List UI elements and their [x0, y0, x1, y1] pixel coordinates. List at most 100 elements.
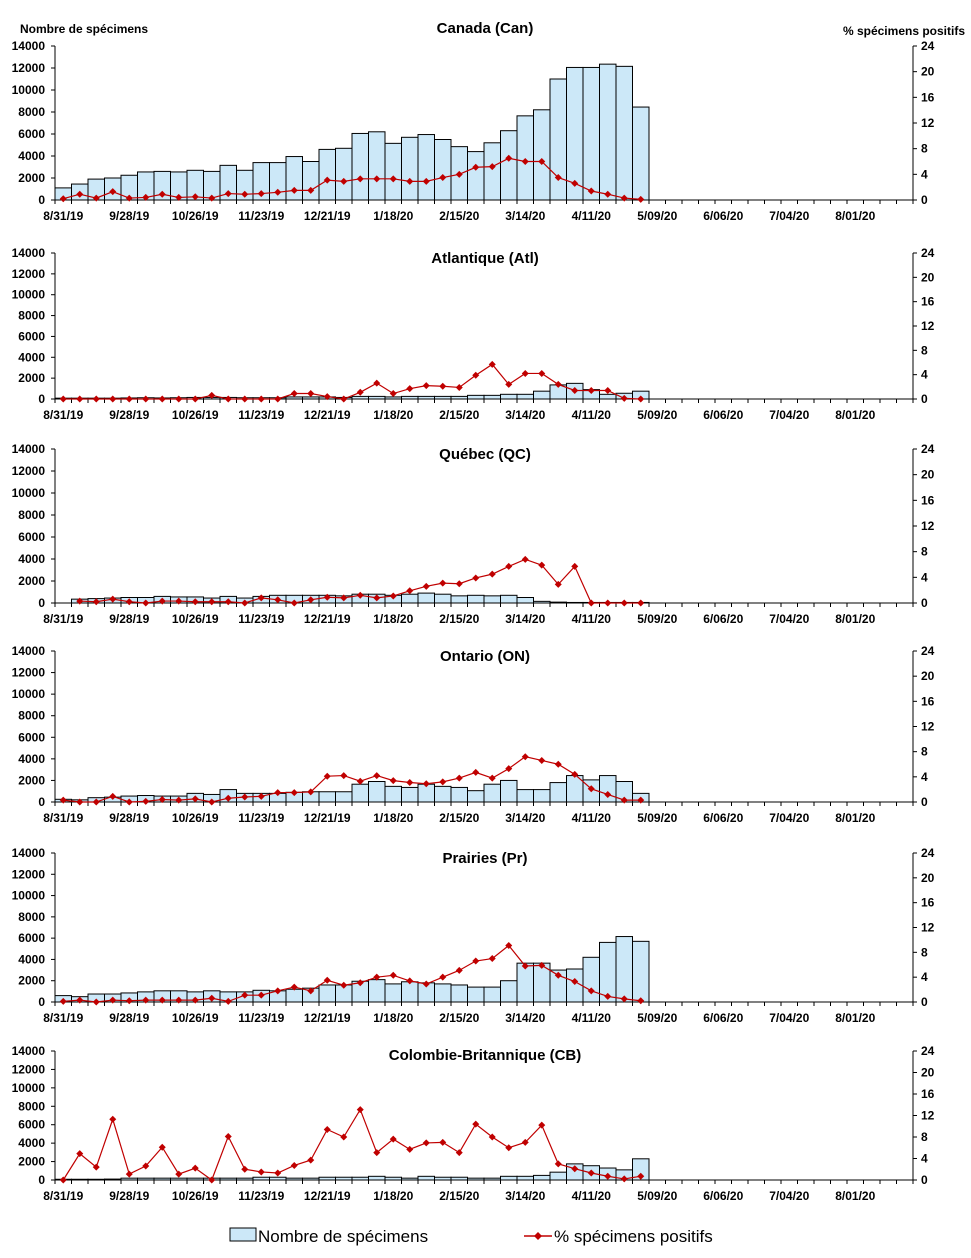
pct-positive-point — [373, 1149, 381, 1157]
left-tick-label: 4000 — [18, 552, 45, 566]
pct-positive-point — [208, 194, 216, 202]
pct-positive-point — [76, 1150, 84, 1158]
bar — [516, 115, 534, 201]
left-tick-label: 8000 — [18, 309, 45, 323]
pct-positive-point — [472, 371, 480, 379]
pct-positive-point — [290, 599, 298, 607]
right-tick-label: 8 — [921, 545, 928, 559]
pct-positive-point — [191, 795, 199, 803]
pct-positive-point — [92, 194, 100, 202]
x-tick-label: 8/01/20 — [835, 209, 875, 223]
x-tick-label: 2/15/20 — [439, 408, 479, 422]
x-tick-label: 12/21/19 — [304, 612, 351, 626]
pct-positive-point — [505, 562, 513, 570]
pct-positive-point — [637, 997, 645, 1005]
x-tick-label: 8/01/20 — [835, 408, 875, 422]
pct-positive-point — [340, 594, 348, 602]
pct-positive-point — [59, 1176, 67, 1184]
pct-positive-point — [191, 395, 199, 403]
pct-positive-point — [274, 596, 282, 604]
pct-positive-point — [406, 587, 414, 595]
right-tick-label: 0 — [921, 1173, 928, 1187]
pct-positive-point — [125, 997, 133, 1005]
pct-positive-point — [323, 176, 331, 184]
pct-positive-point — [488, 360, 496, 368]
pct-positive-point — [224, 395, 232, 403]
x-tick-label: 4/11/20 — [572, 209, 612, 223]
pct-positive-point — [109, 595, 117, 603]
pct-positive-point — [505, 765, 513, 773]
pct-positive-point — [455, 774, 463, 782]
pct-positive-point — [208, 798, 216, 806]
pct-positive-point — [571, 1165, 579, 1173]
x-tick-label: 6/06/20 — [703, 209, 743, 223]
pct-positive-point — [59, 195, 67, 203]
pct-positive-point — [356, 175, 364, 183]
left-tick-label: 12000 — [12, 867, 46, 881]
right-tick-label: 16 — [921, 896, 935, 910]
panel-1: Atlantique (Atl) 0 2000 4000 6000 8000 10000 12… — [12, 246, 935, 422]
right-tick-label: 24 — [921, 1044, 935, 1058]
pct-positive-point — [455, 966, 463, 974]
pct-positive-point — [587, 599, 595, 607]
x-tick-label: 9/28/19 — [109, 408, 149, 422]
pct-positive-point — [620, 599, 628, 607]
bar — [500, 980, 518, 1003]
pct-positive-point — [505, 154, 513, 162]
right-tick-label: 16 — [921, 90, 935, 104]
pct-positive-point — [472, 768, 480, 776]
x-tick-label: 8/01/20 — [835, 1011, 875, 1025]
pct-positive-point — [472, 163, 480, 171]
pct-positive-point — [340, 981, 348, 989]
bar — [483, 142, 501, 201]
bar — [467, 986, 485, 1003]
left-tick-label: 8000 — [18, 1099, 45, 1113]
pct-positive-point — [505, 1144, 513, 1152]
pct-positive-point — [175, 395, 183, 403]
pct-positive-point — [620, 394, 628, 402]
pct-positive-point — [208, 598, 216, 606]
right-tick-label: 8 — [921, 142, 928, 156]
pct-positive-point — [439, 973, 447, 981]
pct-positive-point — [538, 756, 546, 764]
right-tick-label: 16 — [921, 295, 935, 309]
left-tick-label: 6000 — [18, 329, 45, 343]
pct-positive-point — [356, 591, 364, 599]
pct-positive-point — [422, 1139, 430, 1147]
pct-positive-point — [175, 796, 183, 804]
left-tick-label: 0 — [38, 1173, 45, 1187]
pct-positive-point — [521, 1138, 529, 1146]
left-tick-label: 8000 — [18, 709, 45, 723]
x-tick-label: 1/18/20 — [373, 1189, 413, 1203]
bar — [450, 595, 468, 604]
pct-positive-point — [472, 957, 480, 965]
pct-positive-point — [406, 385, 414, 393]
pct-positive-point — [257, 190, 265, 198]
bar — [302, 161, 320, 201]
pct-positive-point — [92, 798, 100, 806]
pct-positive-point — [340, 395, 348, 403]
pct-positive-point — [604, 790, 612, 798]
left-tick-label: 4000 — [18, 752, 45, 766]
pct-positive-point — [389, 175, 397, 183]
pct-positive-point — [406, 1145, 414, 1153]
x-tick-label: 3/14/20 — [505, 408, 545, 422]
bar — [368, 781, 386, 803]
pct-positive-point — [620, 194, 628, 202]
x-tick-label: 11/23/19 — [238, 811, 284, 825]
pct-positive-point — [142, 395, 150, 403]
pct-positive-point — [620, 796, 628, 804]
right-tick-label: 0 — [921, 392, 928, 406]
x-tick-label: 8/01/20 — [835, 612, 875, 626]
x-tick-label: 4/11/20 — [572, 408, 612, 422]
legend-line-label: % spécimens positifs — [554, 1227, 713, 1246]
bar — [582, 66, 600, 201]
pct-positive-point — [76, 597, 84, 605]
bar — [483, 394, 501, 400]
pct-positive-point — [125, 798, 133, 806]
bar — [500, 1175, 518, 1181]
left-tick-label: 6000 — [18, 530, 45, 544]
pct-positive-point — [571, 179, 579, 187]
pct-positive-point — [290, 186, 298, 194]
